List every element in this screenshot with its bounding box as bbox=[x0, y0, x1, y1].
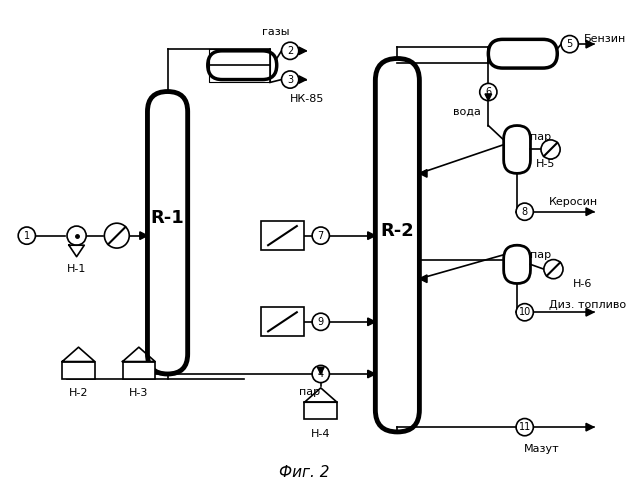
Circle shape bbox=[516, 304, 534, 321]
Circle shape bbox=[561, 36, 578, 53]
Text: 3: 3 bbox=[287, 74, 293, 85]
Text: 9: 9 bbox=[318, 317, 324, 327]
Polygon shape bbox=[419, 275, 427, 282]
Text: 6: 6 bbox=[485, 87, 492, 97]
Polygon shape bbox=[368, 370, 375, 378]
Bar bbox=[261, 308, 303, 336]
Text: пар: пар bbox=[299, 388, 320, 398]
Polygon shape bbox=[586, 208, 593, 216]
Text: 11: 11 bbox=[518, 422, 531, 432]
Circle shape bbox=[104, 223, 129, 248]
Text: 1: 1 bbox=[24, 230, 30, 240]
Polygon shape bbox=[368, 318, 375, 326]
Polygon shape bbox=[299, 47, 307, 54]
Polygon shape bbox=[485, 94, 492, 100]
Text: Керосин: Керосин bbox=[549, 197, 598, 207]
FancyBboxPatch shape bbox=[375, 58, 419, 432]
Bar bbox=[261, 222, 303, 250]
Circle shape bbox=[312, 313, 329, 330]
Bar bbox=[62, 362, 95, 379]
Text: 4: 4 bbox=[318, 369, 324, 379]
Polygon shape bbox=[368, 232, 375, 239]
Polygon shape bbox=[419, 170, 427, 177]
Text: H-4: H-4 bbox=[311, 429, 331, 439]
Text: H-5: H-5 bbox=[536, 159, 555, 169]
Text: вода: вода bbox=[453, 106, 481, 117]
Circle shape bbox=[516, 203, 534, 220]
Text: НК-85: НК-85 bbox=[290, 94, 324, 104]
Text: H-6: H-6 bbox=[572, 278, 592, 288]
Circle shape bbox=[480, 84, 497, 100]
Polygon shape bbox=[317, 368, 324, 374]
Text: H-1: H-1 bbox=[67, 264, 86, 274]
FancyBboxPatch shape bbox=[504, 245, 530, 284]
Polygon shape bbox=[586, 40, 593, 48]
Text: пар: пар bbox=[530, 132, 551, 142]
Bar bbox=[305, 402, 337, 419]
Text: H-2: H-2 bbox=[69, 388, 88, 398]
Circle shape bbox=[18, 227, 36, 244]
Circle shape bbox=[516, 418, 534, 436]
FancyBboxPatch shape bbox=[148, 92, 188, 374]
Text: 8: 8 bbox=[522, 206, 528, 216]
FancyBboxPatch shape bbox=[208, 51, 277, 80]
Text: Мазут: Мазут bbox=[524, 444, 560, 454]
Circle shape bbox=[312, 227, 329, 244]
Circle shape bbox=[282, 71, 299, 88]
Text: 7: 7 bbox=[317, 230, 324, 240]
Text: Фиг. 2: Фиг. 2 bbox=[279, 464, 329, 479]
Text: H-3: H-3 bbox=[129, 388, 149, 398]
FancyBboxPatch shape bbox=[488, 40, 557, 68]
Polygon shape bbox=[586, 424, 593, 431]
Text: R-2: R-2 bbox=[380, 222, 414, 240]
Text: Бензин: Бензин bbox=[584, 34, 626, 44]
Text: 10: 10 bbox=[518, 307, 531, 317]
Circle shape bbox=[282, 42, 299, 60]
Polygon shape bbox=[299, 76, 307, 84]
Circle shape bbox=[67, 226, 86, 245]
Circle shape bbox=[544, 260, 563, 278]
Bar bbox=[123, 362, 155, 379]
Circle shape bbox=[312, 366, 329, 382]
Text: пар: пар bbox=[530, 250, 551, 260]
Text: Диз. топливо: Диз. топливо bbox=[549, 300, 626, 310]
Polygon shape bbox=[586, 308, 593, 316]
Text: газы: газы bbox=[262, 28, 289, 38]
Text: 2: 2 bbox=[287, 46, 293, 56]
Circle shape bbox=[541, 140, 560, 159]
Polygon shape bbox=[140, 232, 148, 239]
FancyBboxPatch shape bbox=[504, 126, 530, 174]
Text: 5: 5 bbox=[567, 39, 573, 49]
Text: R-1: R-1 bbox=[151, 210, 184, 228]
